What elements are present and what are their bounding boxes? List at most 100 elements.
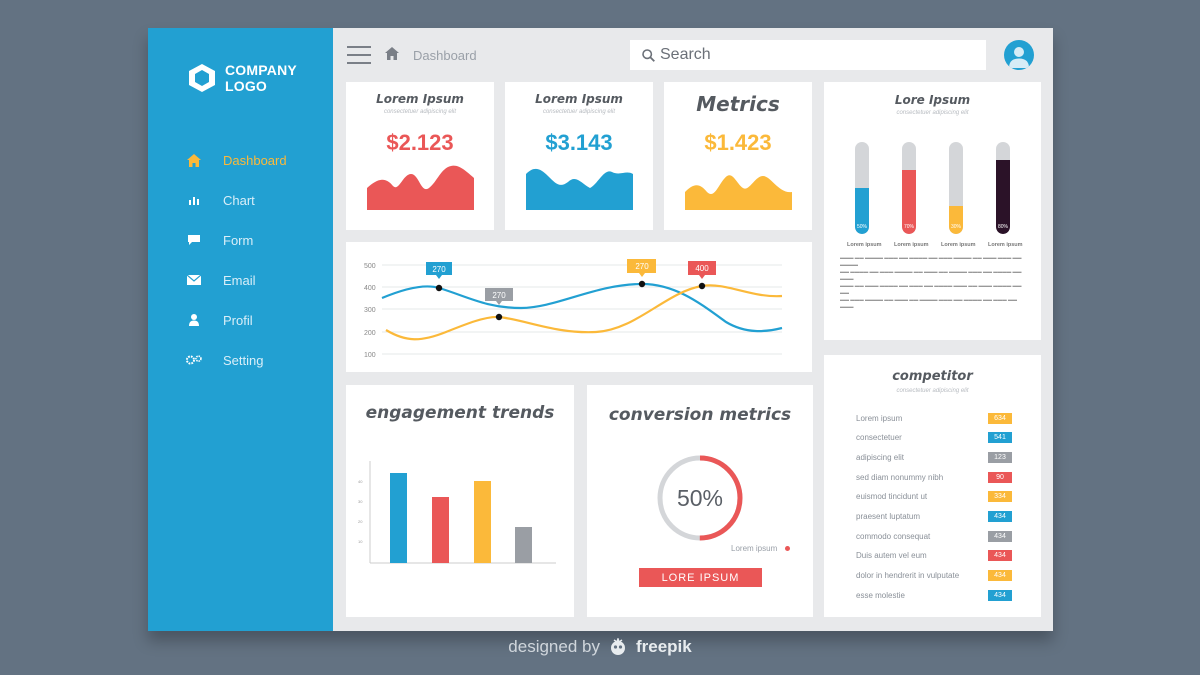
progress-caption: Lorem ipsum: [988, 242, 1023, 248]
competitor-value-badge: 434: [988, 570, 1012, 582]
bar: [515, 527, 532, 563]
progress-fill: [855, 188, 869, 234]
area-sparkline: [367, 165, 474, 210]
dashboard-window: COMPANY LOGO Dashboard Chart: [148, 28, 1053, 631]
card-title: competitor: [892, 369, 973, 384]
sidebar-item-setting[interactable]: Setting: [186, 340, 326, 380]
progress-caption: Lorem ipsum: [847, 242, 882, 248]
logo-text-line1: COMPANY: [225, 62, 297, 78]
y-tick-label: 500: [364, 263, 376, 270]
progress-value-label: 50%: [856, 224, 867, 230]
lore-ipsum-button[interactable]: LORE IPSUM: [639, 568, 762, 587]
competitor-value-badge: 634: [988, 412, 1012, 424]
progress-fill: [949, 206, 963, 234]
competitor-value-badge: 434: [988, 530, 1012, 542]
hamburger-menu-icon[interactable]: [347, 46, 371, 64]
card-subtitle: consectetuer adipiscing elit: [896, 388, 969, 394]
sidebar-item-chart[interactable]: Chart: [186, 180, 326, 220]
bar-chart: 40 30 20 10: [358, 461, 556, 564]
card-title: engagement trends: [365, 403, 555, 423]
y-tick-label: 300: [364, 307, 376, 314]
kpi-value: $1.423: [704, 130, 772, 155]
competitor-value-badge: 434: [988, 550, 1012, 562]
sidebar-item-profil[interactable]: Profil: [186, 300, 326, 340]
callout-label: 400: [695, 264, 709, 273]
competitor-value-badge: 434: [988, 511, 1012, 522]
home-icon: [186, 152, 202, 168]
kpi-subtitle: consectetuer adipiscing elit: [383, 109, 457, 115]
series-line-yellow: [385, 284, 783, 341]
card-title: conversion metrics: [608, 405, 792, 425]
freepik-logo-icon: [608, 638, 628, 656]
callout: 270: [485, 288, 513, 305]
sidebar-item-label: Form: [223, 232, 254, 248]
bar: [432, 497, 449, 563]
topbar: Dashboard Search: [333, 28, 1053, 82]
competitor-label: dolor in hendrerit in vulputate: [856, 571, 960, 581]
competitor-row: consectetuer 541: [856, 432, 1012, 444]
sidebar-item-label: Dashboard: [223, 152, 287, 168]
area-sparkline: [685, 175, 792, 210]
competitor-label: consectetuer: [856, 433, 902, 443]
competitor-label: Lorem ipsum: [856, 413, 903, 423]
kpi-title: Lorem Ipsum: [535, 92, 623, 106]
sidebar-item-label: Email: [223, 272, 256, 288]
search-input[interactable]: Search: [630, 40, 986, 70]
y-tick-label: 100: [364, 352, 376, 359]
progress-value-label: 80%: [997, 224, 1008, 230]
footer-prefix: designed by: [508, 637, 600, 656]
competitor-label: commodo consequat: [856, 531, 931, 541]
competitor-label: euismod tincidunt ut: [856, 492, 928, 502]
engagement-card: engagement trends 40 30 20 10: [346, 385, 574, 617]
progress-value-label: 70%: [903, 224, 914, 230]
callout-label: 270: [492, 291, 506, 300]
conversion-card: conversion metrics 50% Lorem ipsum LORE …: [587, 385, 813, 617]
competitor-label: praesent luptatum: [856, 512, 921, 521]
area-sparkline: [526, 168, 633, 210]
form-icon: [186, 232, 202, 248]
callout: 270: [627, 259, 656, 277]
breadcrumb[interactable]: Dashboard: [413, 48, 477, 63]
email-icon: [186, 272, 202, 288]
sidebar-item-email[interactable]: Email: [186, 260, 326, 300]
legend-dot: [785, 546, 791, 551]
svg-text:40: 40: [358, 479, 363, 484]
kpi-subtitle: consectetuer adipiscing elit: [542, 109, 616, 115]
callout-label: 270: [635, 262, 649, 271]
progress-card: Lore Ipsum consectetuer adipiscing elit …: [824, 82, 1041, 340]
progress-track: 30%: [949, 142, 963, 234]
competitor-label: sed diam nonummy nibh: [856, 472, 944, 482]
bar: [474, 481, 491, 563]
competitor-row: dolor in hendrerit in vulputate 434: [856, 570, 1012, 582]
line-chart-card: 500 400 300 200 100 270: [346, 242, 812, 372]
sidebar-item-form[interactable]: Form: [186, 220, 326, 260]
company-logo[interactable]: COMPANY LOGO: [186, 62, 297, 94]
data-point: [495, 313, 503, 321]
progress-track: 80%: [996, 142, 1010, 234]
progress-track: 50%: [855, 142, 869, 234]
progress-fill: [996, 160, 1010, 234]
data-point: [638, 280, 646, 288]
callout-label: 270: [432, 265, 446, 274]
competitor-row: praesent luptatum 434: [856, 511, 1012, 523]
data-point: [698, 282, 706, 290]
avatar[interactable]: [1004, 40, 1034, 70]
footer-brand: freepik: [635, 637, 692, 656]
data-point: [435, 284, 443, 292]
lorem-paragraph: ▬▬▬ ▬▬ ▬▬▬▬ ▬▬▬ ▬▬ ▬▬▬▬ ▬▬ ▬▬▬ ▬▬▬▬ ▬▬ ▬…: [840, 255, 1022, 309]
progress-caption: Lorem ipsum: [941, 242, 976, 248]
sidebar-item-dashboard[interactable]: Dashboard: [186, 140, 326, 180]
series-line-blue: [381, 282, 783, 333]
kpi-title: Metrics: [696, 92, 780, 116]
competitor-row: sed diam nonummy nibh 90: [856, 471, 1012, 483]
line-chart: 500 400 300 200 100 270: [364, 259, 783, 359]
competitor-row: adipiscing elit 123: [856, 451, 1012, 463]
svg-text:30: 30: [358, 499, 363, 504]
competitor-value-badge: 123: [988, 451, 1012, 463]
sidebar-nav: Dashboard Chart Form Email: [186, 140, 326, 380]
y-tick-label: 200: [364, 330, 376, 337]
competitor-value-badge: 334: [988, 491, 1012, 503]
home-icon[interactable]: [385, 47, 399, 60]
competitor-label: esse molestie: [856, 590, 905, 600]
kpi-value: $3.143: [545, 130, 613, 155]
